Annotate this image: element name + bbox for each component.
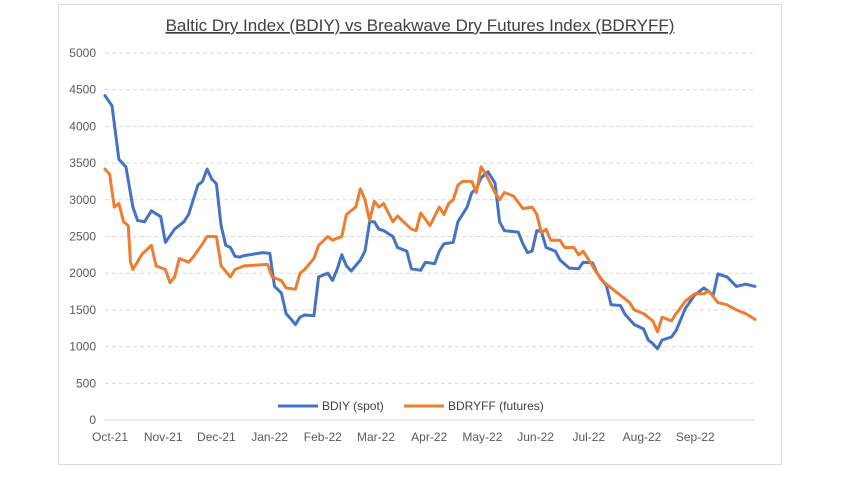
x-tick-label: May-22: [462, 430, 502, 444]
chart-title: Baltic Dry Index (BDIY) vs Breakwave Dry…: [166, 16, 675, 35]
x-tick-label: Dec-21: [197, 430, 236, 444]
legend: BDIY (spot) BDRYFF (futures): [278, 399, 544, 413]
x-tick-label: Nov-21: [144, 430, 183, 444]
x-tick-label: Jul-22: [572, 430, 605, 444]
chart-frame: [58, 4, 782, 465]
x-tick-label: Feb-22: [304, 430, 342, 444]
y-tick-label: 4000: [69, 119, 96, 133]
y-axis-tick-labels: 0 500 1000 1500 2000 2500 3000 3500 4000 4500 5000: [69, 46, 96, 427]
series-line-bdiy: [103, 94, 757, 351]
x-tick-label: Mar-22: [357, 430, 395, 444]
y-tick-label: 0: [89, 413, 96, 427]
x-tick-label: Apr-22: [411, 430, 447, 444]
series-line-bdryff: [103, 165, 757, 334]
legend-label-bdiy: BDIY (spot): [322, 399, 384, 413]
y-tick-label: 2000: [69, 266, 96, 280]
x-tick-label: Oct-21: [92, 430, 128, 444]
y-tick-label: 4500: [69, 83, 96, 97]
y-tick-label: 1000: [69, 340, 96, 354]
y-tick-label: 500: [76, 376, 96, 390]
y-tick-label: 3500: [69, 156, 96, 170]
x-tick-label: Aug-22: [623, 430, 662, 444]
x-tick-label: Sep-22: [676, 430, 715, 444]
gridlines: [105, 52, 755, 421]
y-tick-label: 5000: [69, 46, 96, 60]
x-tick-label: Jan-22: [251, 430, 288, 444]
x-axis-tick-labels: Oct-21 Nov-21 Dec-21 Jan-22 Feb-22 Mar-22 Apr-…: [92, 430, 715, 444]
y-tick-label: 2500: [69, 230, 96, 244]
series-lines: [103, 94, 757, 351]
x-tick-label: Jun-22: [517, 430, 554, 444]
y-tick-label: 1500: [69, 303, 96, 317]
y-tick-label: 3000: [69, 193, 96, 207]
legend-label-bdryff: BDRYFF (futures): [448, 399, 544, 413]
